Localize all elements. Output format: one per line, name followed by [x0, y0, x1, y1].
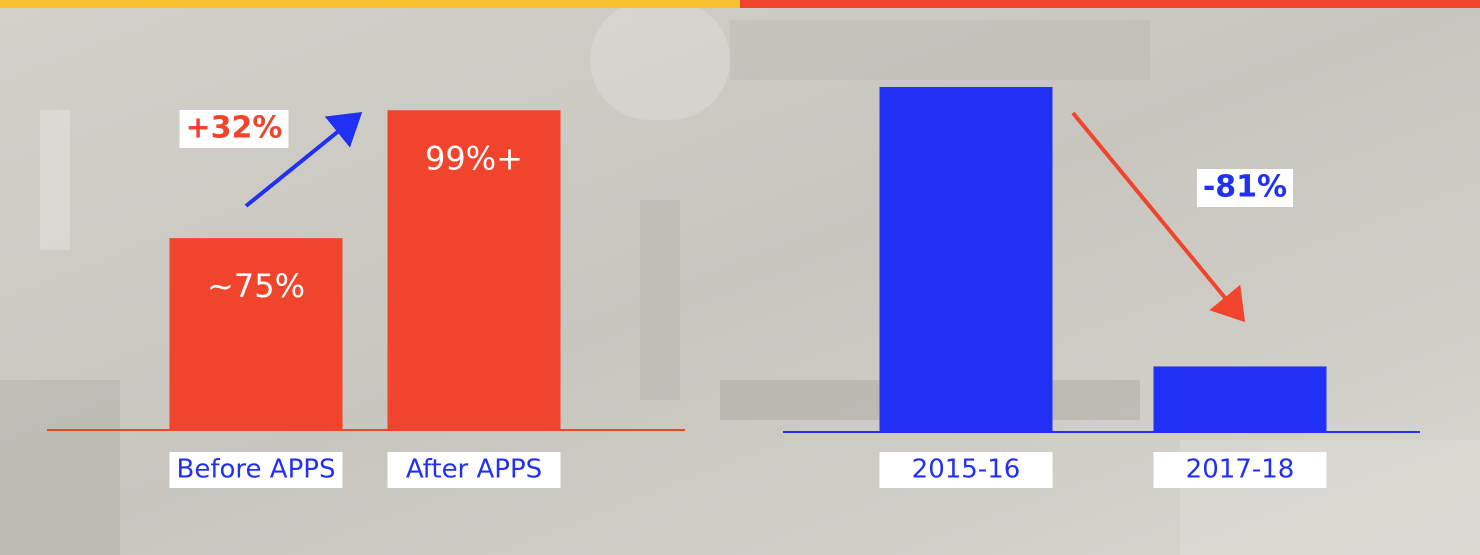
top-band-left: [0, 0, 740, 8]
value-label: 99%+: [425, 139, 523, 177]
annotation: +32%: [186, 111, 283, 146]
x-tick-label: After APPS: [406, 455, 542, 485]
x-tick-label: Before APPS: [177, 455, 336, 485]
x-tick-label-box: 2017-18: [1154, 452, 1327, 488]
top-band-right: [740, 0, 1480, 8]
x-tick-label-box: Before APPS: [170, 452, 343, 488]
chart: ~75% Before APPS 99%+ After APPS +32% 2015-16…: [0, 0, 1480, 555]
annotation-box: +32%: [180, 110, 289, 148]
x-tick-label: 2015-16: [912, 455, 1021, 485]
x-tick-label-box: 2015-16: [880, 452, 1053, 488]
annotation: -81%: [1203, 170, 1287, 205]
x-tick-label-box: After APPS: [388, 452, 561, 488]
bar: [1154, 366, 1327, 432]
bar: [880, 87, 1053, 432]
x-tick-label: 2017-18: [1186, 455, 1295, 485]
value-label: ~75%: [207, 267, 305, 305]
annotation-box: -81%: [1197, 169, 1293, 207]
